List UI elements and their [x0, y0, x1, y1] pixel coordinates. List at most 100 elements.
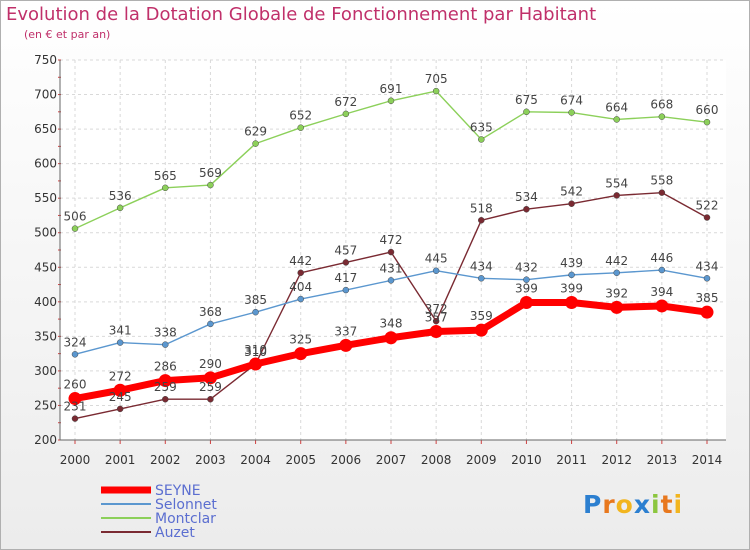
data-label-selonnet: 432 — [515, 261, 538, 275]
y-tick-label: 250 — [34, 398, 57, 412]
data-label-selonnet: 417 — [334, 271, 357, 285]
data-point-montclar — [568, 109, 575, 116]
data-point-auzet — [478, 217, 485, 224]
data-label-selonnet: 434 — [470, 259, 493, 273]
data-label-seyne: 357 — [425, 311, 448, 325]
data-label-seyne: 325 — [289, 333, 312, 347]
data-label-montclar: 569 — [199, 166, 222, 180]
data-label-seyne: 385 — [696, 291, 719, 305]
data-point-selonnet — [703, 275, 711, 282]
chart-title: Evolution de la Dotation Globale de Fonc… — [6, 4, 597, 25]
y-tick-label: 700 — [34, 88, 57, 102]
data-label-selonnet: 442 — [605, 254, 628, 268]
data-point-selonnet — [432, 267, 440, 274]
data-point-selonnet — [523, 276, 530, 283]
data-point-auzet — [71, 415, 79, 422]
data-label-selonnet: 341 — [109, 324, 132, 338]
data-point-seyne — [429, 325, 443, 339]
data-label-auzet: 534 — [515, 190, 538, 204]
data-point-auzet — [568, 200, 575, 207]
data-point-montclar — [387, 97, 395, 105]
data-label-selonnet: 338 — [154, 326, 177, 340]
data-point-selonnet — [71, 351, 79, 358]
data-point-seyne — [474, 323, 488, 337]
data-point-auzet — [523, 205, 530, 213]
data-point-seyne — [249, 357, 263, 371]
x-tick-label: 2012 — [601, 453, 632, 467]
data-point-montclar — [71, 225, 79, 232]
data-label-selonnet: 445 — [425, 252, 448, 266]
chart-subtitle: (en € et par an) — [24, 28, 111, 41]
data-label-selonnet: 439 — [560, 256, 583, 270]
data-label-seyne: 310 — [244, 343, 267, 357]
y-tick-label: 200 — [34, 433, 57, 447]
data-label-auzet: 442 — [289, 254, 312, 268]
data-label-auzet: 457 — [334, 243, 357, 257]
data-label-auzet: 522 — [696, 199, 719, 213]
data-label-seyne: 399 — [515, 282, 538, 296]
data-point-auzet — [342, 259, 350, 266]
data-point-seyne — [158, 374, 172, 388]
data-point-auzet — [613, 192, 620, 199]
y-tick-label: 650 — [34, 122, 57, 136]
data-label-montclar: 705 — [425, 72, 448, 86]
data-point-montclar — [613, 116, 620, 123]
x-tick-label: 2008 — [421, 453, 452, 467]
data-point-seyne — [339, 338, 353, 352]
data-point-montclar — [252, 140, 259, 147]
data-point-montclar — [297, 124, 304, 131]
y-tick-label: 350 — [34, 329, 57, 343]
x-tick-label: 2005 — [285, 453, 316, 467]
data-label-selonnet: 324 — [64, 335, 87, 349]
data-point-montclar — [703, 118, 711, 126]
data-label-montclar: 536 — [109, 189, 132, 203]
x-tick-label: 2004 — [240, 453, 271, 467]
y-tick-label: 550 — [34, 191, 57, 205]
data-point-montclar — [162, 184, 169, 192]
data-point-auzet — [387, 248, 395, 256]
data-point-montclar — [342, 110, 350, 118]
data-label-montclar: 668 — [650, 98, 673, 112]
data-label-montclar: 629 — [244, 125, 267, 139]
data-label-seyne: 260 — [64, 378, 87, 392]
data-label-auzet: 259 — [154, 380, 177, 394]
y-tick-label: 600 — [34, 157, 57, 171]
data-point-selonnet — [116, 339, 124, 346]
data-label-selonnet: 385 — [244, 293, 267, 307]
data-label-auzet: 231 — [64, 400, 87, 414]
x-tick-label: 2009 — [466, 453, 497, 467]
data-label-selonnet: 368 — [199, 305, 222, 319]
data-label-auzet: 542 — [560, 185, 583, 199]
data-point-seyne — [203, 371, 217, 385]
data-label-montclar: 635 — [470, 120, 493, 134]
data-point-seyne — [610, 300, 624, 314]
data-point-seyne — [700, 305, 714, 319]
data-label-auzet: 372 — [425, 302, 448, 316]
data-label-montclar: 652 — [289, 109, 312, 123]
data-point-selonnet — [387, 277, 395, 284]
data-point-selonnet — [297, 295, 304, 303]
data-point-auzet — [297, 269, 304, 277]
data-label-seyne: 359 — [470, 309, 493, 323]
data-point-montclar — [432, 87, 440, 95]
x-tick-label: 2001 — [105, 453, 136, 467]
data-label-auzet: 518 — [470, 201, 493, 215]
data-label-montclar: 691 — [380, 82, 403, 96]
y-tick-label: 400 — [34, 295, 57, 309]
data-label-seyne: 272 — [109, 369, 132, 383]
data-point-selonnet — [658, 266, 666, 274]
data-point-auzet — [703, 214, 711, 221]
data-point-selonnet — [568, 271, 575, 279]
data-point-auzet — [207, 395, 214, 403]
data-label-auzet: 310 — [244, 345, 267, 359]
legend-label-montclar: Montclar — [155, 511, 216, 527]
data-point-montclar — [116, 204, 124, 212]
data-point-seyne — [113, 383, 127, 397]
y-tick-label: 750 — [34, 53, 57, 67]
data-label-selonnet: 434 — [696, 259, 719, 273]
data-label-montclar: 506 — [64, 210, 87, 224]
data-label-montclar: 565 — [154, 169, 177, 183]
data-label-montclar: 674 — [560, 94, 583, 108]
data-point-seyne — [68, 392, 82, 406]
x-tick-label: 2002 — [150, 453, 181, 467]
